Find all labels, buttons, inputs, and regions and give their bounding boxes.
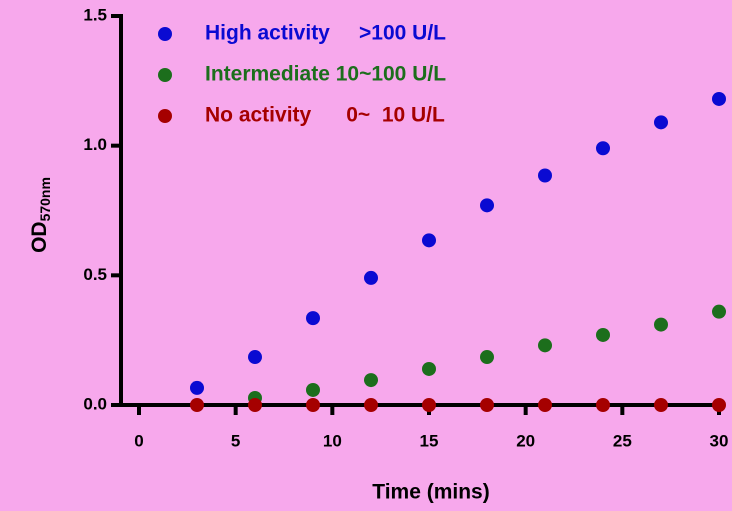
legend-label: No activity 0~ 10 U/L: [205, 104, 445, 127]
y-tick-label: 1.0: [83, 135, 107, 154]
data-point: [248, 398, 262, 412]
data-point: [480, 350, 494, 365]
y-tick-label: 1.5: [83, 5, 107, 24]
data-point: [712, 304, 726, 319]
data-point: [480, 398, 494, 412]
data-point: [596, 141, 610, 156]
data-point: [538, 168, 552, 183]
data-point: [306, 398, 320, 412]
data-point: [190, 380, 204, 395]
x-tick-label: 30: [710, 431, 729, 450]
y-tick-label: 0.5: [83, 265, 107, 284]
x-tick-label: 25: [613, 431, 632, 450]
legend-marker: [158, 109, 172, 123]
y-tick-label: 0.0: [83, 394, 107, 413]
data-point: [596, 398, 610, 412]
data-point: [248, 350, 262, 365]
data-point: [538, 398, 552, 412]
data-point: [190, 398, 204, 412]
legend-marker: [158, 27, 172, 41]
x-tick-label: 5: [231, 431, 240, 450]
x-axis-title: Time (mins): [372, 481, 489, 504]
x-tick-label: 10: [323, 431, 342, 450]
data-point: [422, 398, 436, 412]
data-point: [712, 398, 726, 412]
data-point: [306, 382, 320, 397]
x-tick-label: 15: [420, 431, 439, 450]
y-axis-title: OD570nm: [28, 177, 53, 253]
data-point: [596, 327, 610, 342]
data-point: [654, 398, 668, 412]
data-point: [480, 198, 494, 213]
legend-marker: [158, 68, 172, 82]
data-point: [538, 338, 552, 353]
legend-label: High activity >100 U/L: [205, 22, 446, 45]
data-point: [364, 398, 378, 412]
x-tick-label: 0: [134, 431, 143, 450]
data-point: [364, 373, 378, 388]
y-axis-title-group: OD570nm: [28, 177, 53, 253]
data-point: [306, 311, 320, 326]
data-point: [654, 317, 668, 332]
data-point: [422, 361, 436, 376]
legend-label: Intermediate 10~100 U/L: [205, 63, 446, 86]
y-axis-title-sub: 570nm: [37, 177, 53, 221]
data-point: [364, 270, 378, 285]
data-point: [654, 115, 668, 130]
data-point: [422, 233, 436, 248]
y-axis-title-main: OD: [28, 221, 51, 253]
data-point: [712, 91, 726, 106]
x-tick-label: 20: [516, 431, 535, 450]
